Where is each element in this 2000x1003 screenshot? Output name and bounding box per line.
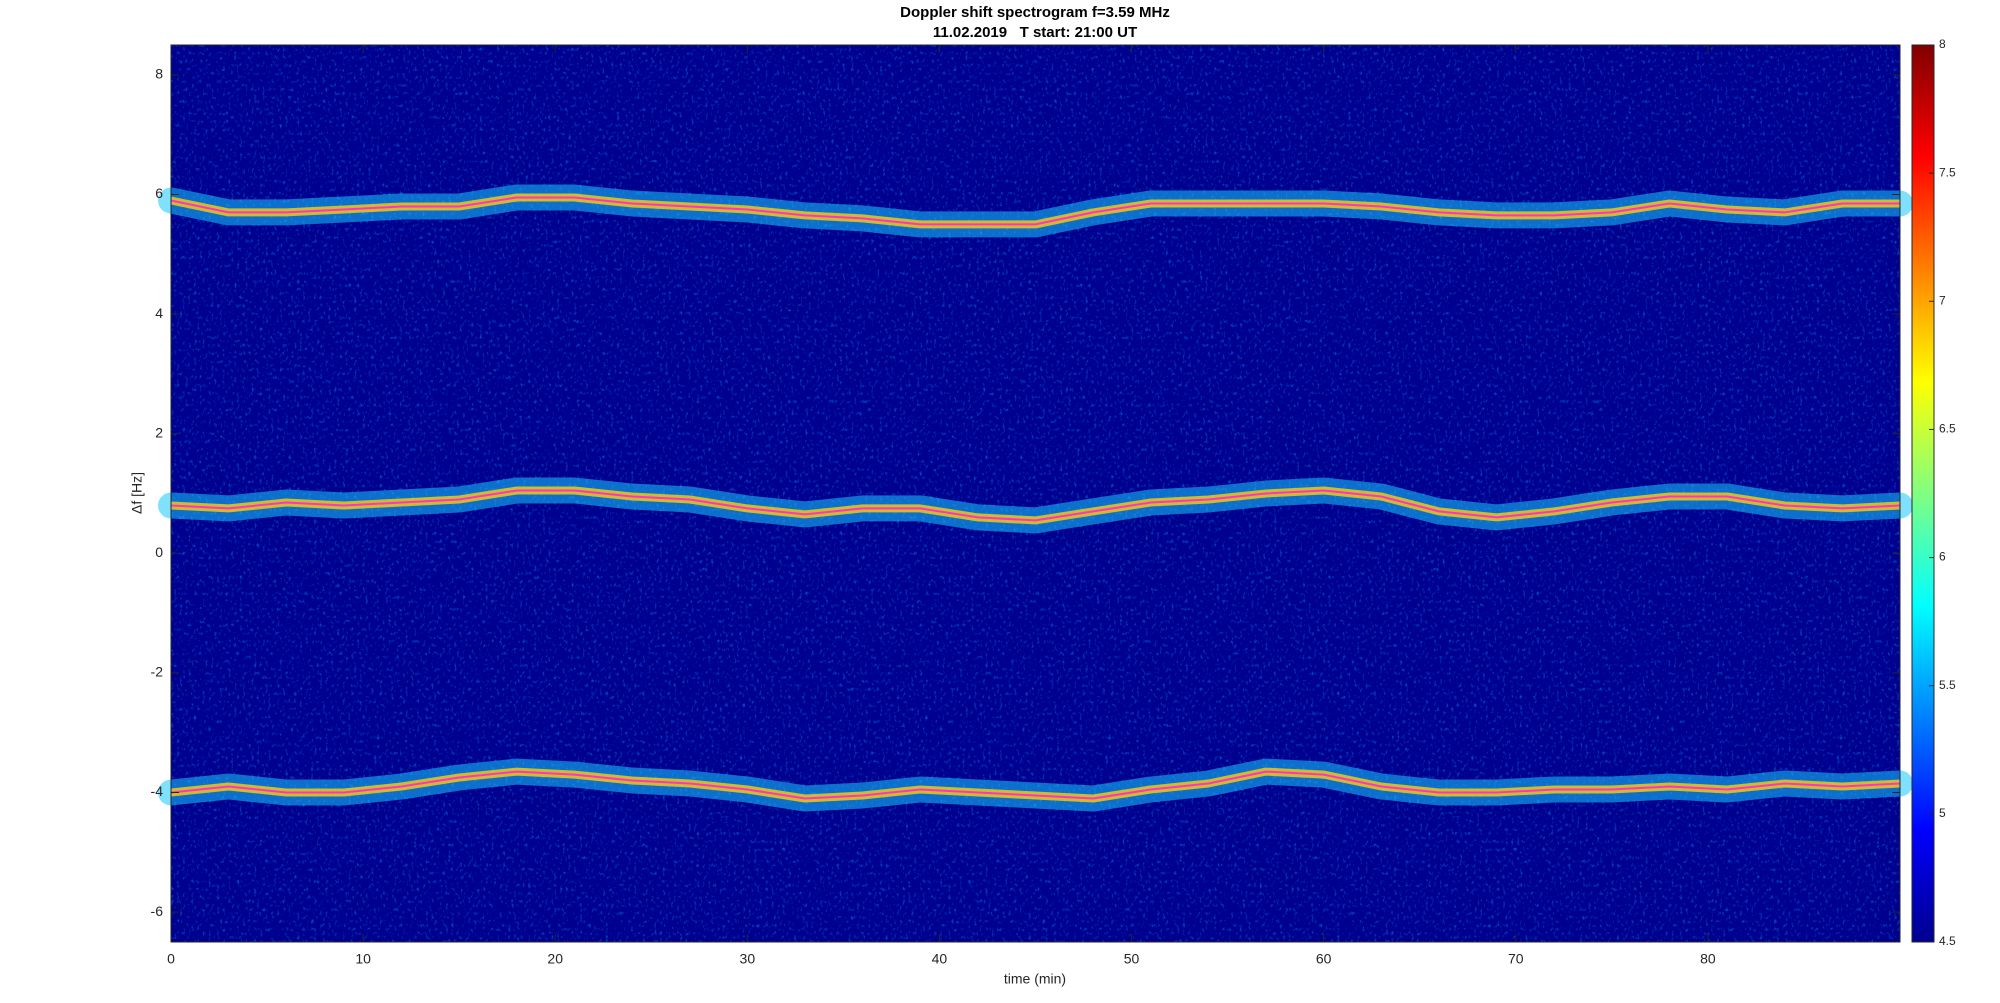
colorbar-tick-label: 7.5: [1939, 165, 1956, 179]
x-tick-label: 60: [1316, 951, 1332, 967]
x-tick-label: 50: [1124, 951, 1140, 967]
x-tick-label: 70: [1508, 951, 1524, 967]
x-tick-label: 30: [740, 951, 756, 967]
colorbar-tick-label: 5.5: [1939, 678, 1956, 692]
colorbar-tick-label: 6: [1939, 550, 1946, 564]
y-tick-label: 2: [155, 424, 163, 440]
y-axis-label: Δf [Hz]: [129, 472, 145, 514]
y-tick-label: -6: [151, 903, 164, 919]
colorbar-tick-label: 4.5: [1939, 934, 1956, 948]
colorbar: [1911, 44, 1935, 943]
x-tick-label: 10: [355, 951, 371, 967]
x-tick-label: 20: [547, 951, 563, 967]
chart-title: Doppler shift spectrogram f=3.59 MHz: [900, 4, 1170, 21]
colorbar-tick-label: 8: [1939, 37, 1946, 51]
y-tick-label: 8: [155, 66, 163, 82]
colorbar-tick-label: 5: [1939, 806, 1946, 820]
y-tick-label: 4: [155, 305, 163, 321]
y-tick-label: 6: [155, 185, 163, 201]
x-axis-label: time (min): [1004, 971, 1066, 987]
y-tick-label: -4: [151, 783, 164, 799]
trace-line: [170, 196, 1900, 226]
x-tick-label: 0: [167, 951, 175, 967]
colorbar-tick-label: 6.5: [1939, 422, 1956, 436]
trace-line: [170, 770, 1901, 800]
colorbar-tick-label: 7: [1939, 293, 1946, 307]
y-tick-label: 0: [155, 544, 163, 560]
trace-line: [170, 489, 1901, 522]
x-tick-label: 40: [932, 951, 948, 967]
plot-frame: [170, 44, 1901, 943]
chart-subtitle: 11.02.2019 T start: 21:00 UT: [933, 24, 1137, 41]
x-tick-label: 80: [1700, 951, 1716, 967]
y-tick-label: -2: [151, 664, 164, 680]
